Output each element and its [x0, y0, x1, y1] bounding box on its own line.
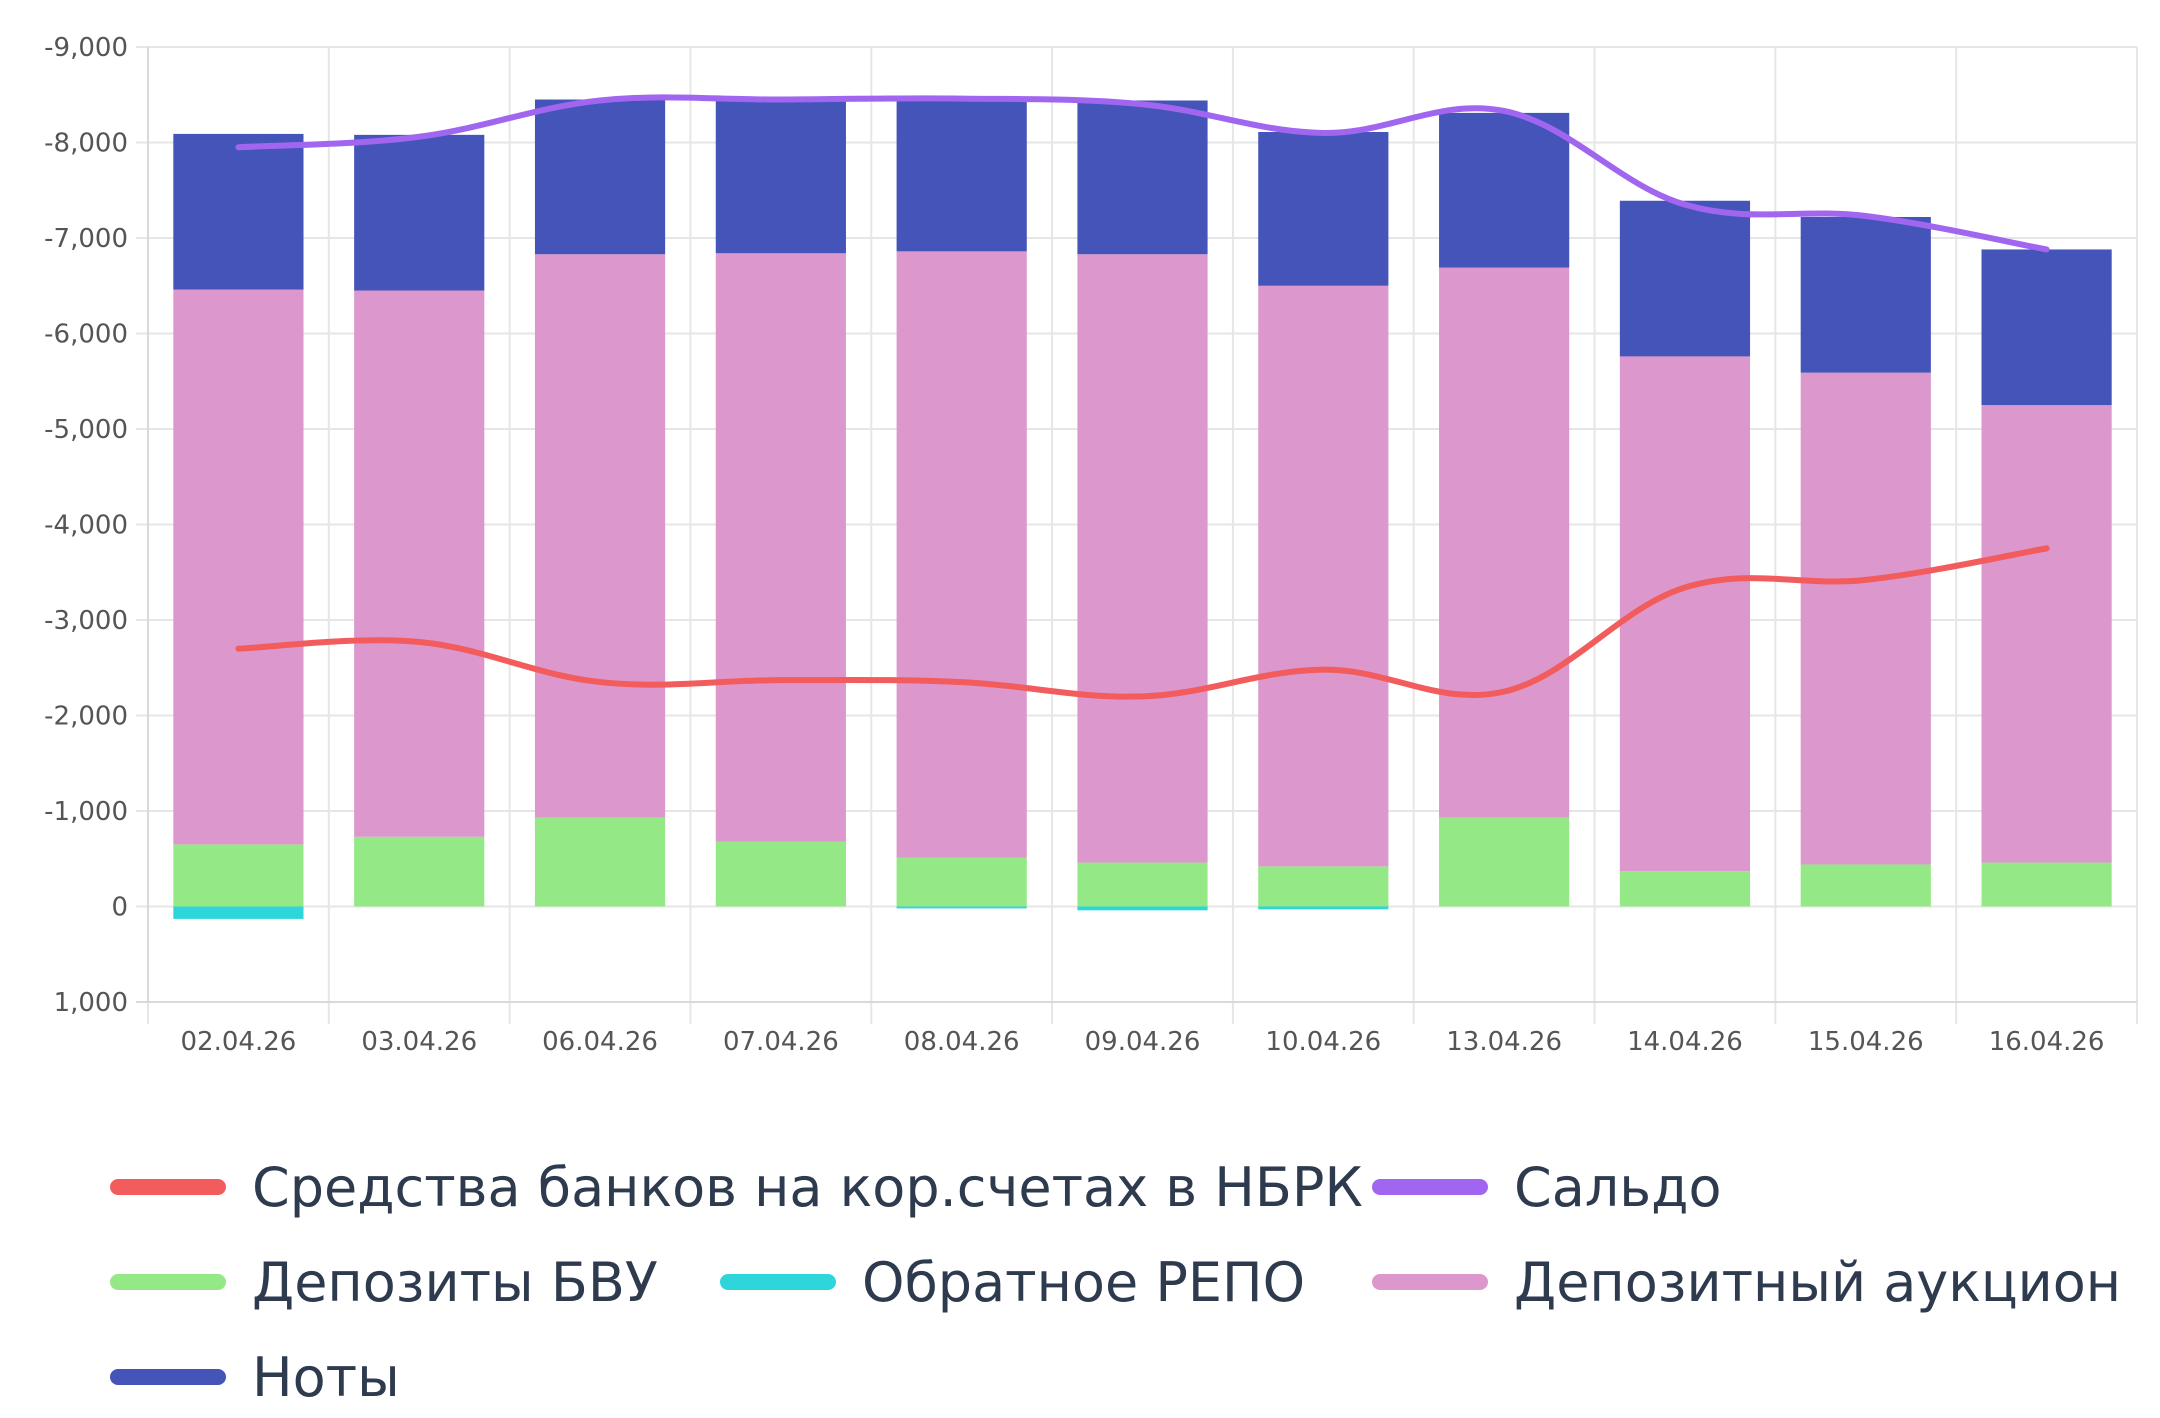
legend-item-notes[interactable]: Ноты — [110, 1346, 400, 1409]
y-tick-label: -9,000 — [44, 33, 128, 63]
legend-label: Ноты — [252, 1346, 400, 1409]
legend-item-saldo[interactable]: Сальдо — [1372, 1156, 1722, 1219]
bar-segment-депозиты-бву — [1800, 864, 1931, 907]
x-tick-label: 14.04.26 — [1627, 1027, 1743, 1057]
x-tick-label: 15.04.26 — [1808, 1027, 1924, 1057]
legend-item-bvu-deposits[interactable]: Депозиты БВУ — [110, 1251, 658, 1314]
bar-segment-обратное-репо — [896, 906, 1027, 909]
lines-layer — [235, 94, 2050, 700]
series-line-bank-funds — [235, 545, 2050, 700]
bar-segment-ноты — [534, 99, 666, 255]
y-tick-label: -4,000 — [44, 511, 128, 541]
legend-item-reverse-repo[interactable]: Обратное РЕПО — [720, 1251, 1305, 1314]
y-tick-label: -8,000 — [44, 129, 128, 159]
bar-segment-ноты — [1258, 131, 1389, 286]
bars-layer — [173, 97, 2112, 919]
bar-segment-ноты — [715, 100, 846, 254]
bar-segment-депозитный-аукцион — [1981, 405, 2112, 863]
bar-segment-депозиты-бву — [1439, 817, 1570, 907]
y-tick-label: -6,000 — [44, 320, 128, 350]
bar-segment-депозитный-аукцион — [534, 254, 666, 818]
bar-segment-депозиты-бву — [1077, 862, 1208, 907]
bar-segment-депозитный-аукцион — [1800, 372, 1931, 865]
x-tick-label: 16.04.26 — [1989, 1027, 2105, 1057]
bar-segment-депозитный-аукцион — [715, 253, 846, 842]
bar-segment-обратное-репо — [1258, 906, 1389, 910]
bar-segment-обратное-репо — [173, 906, 304, 919]
legend-label: Средства банков на кор.счетах в НБРК — [252, 1156, 1363, 1219]
y-tick-label: 0 — [111, 893, 128, 923]
bar-segment-депозитный-аукцион — [1439, 267, 1570, 818]
legend-label: Депозиты БВУ — [252, 1251, 658, 1314]
legend-label: Депозитный аукцион — [1514, 1251, 2121, 1314]
series-line-saldo — [235, 94, 2050, 253]
bar-segment-обратное-репо — [1077, 906, 1208, 911]
bar-segment-депозиты-бву — [715, 841, 846, 907]
y-tick-label: -1,000 — [44, 797, 128, 827]
y-tick-label: -2,000 — [44, 702, 128, 732]
bar-segment-ноты — [1077, 100, 1208, 255]
legend-label: Обратное РЕПО — [862, 1251, 1305, 1314]
bar-segment-ноты — [1439, 112, 1570, 268]
bar-segment-депозитный-аукцион — [354, 290, 485, 837]
x-tick-label: 02.04.26 — [181, 1027, 297, 1057]
legend: Средства банков на кор.счетах в НБРК Саль… — [110, 1156, 2121, 1409]
axis-layer: -9,000 -8,000 -7,000 -6,000 -5,000 -4,000 -3,0… — [44, 33, 2137, 1057]
x-tick-label: 13.04.26 — [1446, 1027, 1562, 1057]
x-tick-label: 06.04.26 — [542, 1027, 658, 1057]
y-tick-label: -3,000 — [44, 606, 128, 636]
bar-segment-депозитный-аукцион — [1258, 285, 1389, 867]
y-tick-label: -5,000 — [44, 415, 128, 445]
y-tick-label: -7,000 — [44, 224, 128, 254]
bar-segment-ноты — [173, 133, 304, 290]
x-tick-label: 07.04.26 — [723, 1027, 839, 1057]
bar-segment-депозиты-бву — [1258, 866, 1389, 907]
bar-segment-депозиты-бву — [896, 857, 1027, 907]
y-tick-label: 1,000 — [54, 988, 128, 1018]
x-tick-label: 10.04.26 — [1265, 1027, 1381, 1057]
bar-segment-депозиты-бву — [534, 817, 666, 907]
bar-segment-ноты — [354, 134, 485, 291]
bar-segment-депозиты-бву — [354, 836, 485, 907]
bar-segment-депозиты-бву — [173, 844, 304, 907]
bar-segment-ноты — [1619, 200, 1751, 357]
bar-segment-депозиты-бву — [1981, 862, 2112, 907]
bar-segment-депозиты-бву — [1619, 871, 1751, 907]
legend-item-deposit-auction[interactable]: Депозитный аукцион — [1372, 1251, 2121, 1314]
bar-segment-ноты — [896, 97, 1027, 252]
bar-segment-депозитный-аукцион — [896, 251, 1027, 858]
x-tick-label: 03.04.26 — [361, 1027, 477, 1057]
legend-item-bank-funds[interactable]: Средства банков на кор.счетах в НБРК — [110, 1156, 1363, 1219]
x-tick-label: 09.04.26 — [1085, 1027, 1201, 1057]
bar-segment-ноты — [1981, 249, 2112, 406]
bar-segment-депозитный-аукцион — [173, 289, 304, 845]
x-tick-label: 08.04.26 — [904, 1027, 1020, 1057]
legend-label: Сальдо — [1514, 1156, 1722, 1219]
bar-segment-депозитный-аукцион — [1619, 356, 1751, 872]
bar-segment-ноты — [1800, 216, 1931, 373]
bar-segment-депозитный-аукцион — [1077, 254, 1208, 863]
